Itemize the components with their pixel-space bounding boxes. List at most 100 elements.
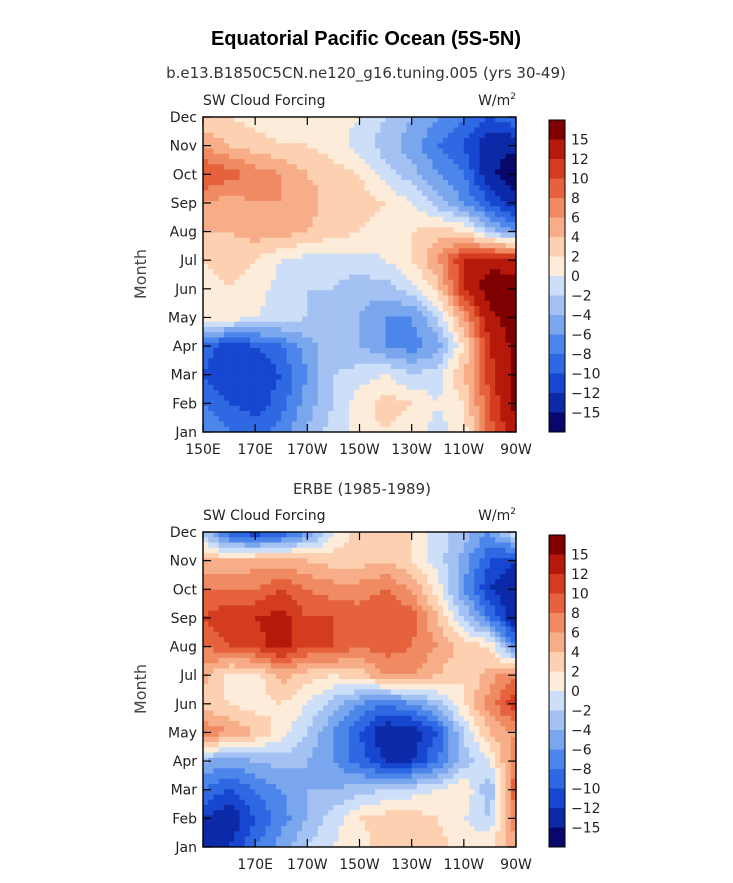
heatmap-cell — [265, 605, 272, 612]
heatmap-cell — [244, 321, 251, 328]
heatmap-cell — [296, 553, 303, 559]
heatmap-cell — [307, 148, 314, 155]
heatmap-cell — [474, 195, 481, 202]
heatmap-cell — [500, 122, 507, 129]
heatmap-cell — [458, 248, 465, 255]
heatmap-cell — [312, 574, 319, 580]
heatmap-cell — [281, 558, 288, 565]
heatmap-cell — [359, 216, 366, 223]
heatmap-cell — [203, 589, 209, 596]
heatmap-cell — [427, 222, 434, 228]
heatmap-cell — [463, 426, 470, 432]
heatmap-cell — [260, 568, 267, 575]
heatmap-cell — [474, 421, 481, 428]
heatmap-cell — [291, 164, 298, 171]
heatmap-cell — [432, 274, 439, 281]
heatmap-cell — [375, 185, 381, 192]
heatmap-cell — [223, 195, 230, 202]
heatmap-cell — [422, 379, 428, 386]
heatmap-cell — [281, 642, 288, 649]
heatmap-cell — [239, 642, 246, 649]
heatmap-cell — [489, 174, 496, 181]
heatmap-cell — [401, 563, 408, 570]
heatmap-cell — [453, 589, 460, 596]
heatmap-cell — [307, 117, 314, 123]
heatmap-cell — [448, 400, 454, 407]
heatmap-cell — [390, 384, 397, 391]
heatmap-cell — [369, 222, 376, 228]
heatmap-cell — [229, 342, 235, 349]
heatmap-cell — [422, 148, 428, 155]
heatmap-cell — [375, 143, 381, 150]
heatmap-cell — [312, 584, 319, 591]
heatmap-cell — [369, 306, 376, 312]
heatmap-cell — [495, 300, 501, 307]
heatmap-cell — [260, 132, 267, 139]
heatmap-cell — [448, 269, 454, 276]
heatmap-cell — [270, 243, 277, 249]
heatmap-cell — [213, 558, 220, 565]
heatmap-cell — [328, 195, 335, 202]
heatmap-cell — [401, 279, 408, 286]
heatmap-cell — [333, 159, 340, 165]
heatmap-cell — [265, 222, 272, 228]
heatmap-cell — [458, 264, 465, 270]
heatmap-cell — [249, 195, 256, 202]
heatmap-cell — [495, 122, 501, 129]
heatmap-cell — [203, 258, 209, 265]
heatmap-cell — [422, 416, 428, 423]
heatmap-cell — [458, 369, 465, 375]
heatmap-cell — [333, 426, 340, 432]
y-tick-label: Apr — [173, 339, 197, 355]
heatmap-cell — [469, 621, 475, 628]
heatmap-cell — [312, 542, 319, 549]
heatmap-cell — [208, 143, 215, 150]
heatmap-cell — [229, 232, 235, 239]
heatmap-cell — [453, 379, 460, 386]
heatmap-cell — [474, 637, 481, 643]
heatmap-cell — [270, 616, 277, 622]
heatmap-cell — [437, 295, 444, 302]
heatmap-cell — [343, 253, 350, 260]
heatmap-cell — [302, 547, 308, 554]
heatmap-cell — [463, 258, 470, 265]
heatmap-cell — [385, 216, 392, 223]
heatmap-cell — [234, 258, 241, 265]
heatmap-cell — [349, 374, 355, 381]
heatmap-cell — [208, 332, 215, 339]
heatmap-cell — [328, 395, 335, 402]
heatmap-cell — [484, 311, 491, 318]
heatmap-cell — [453, 416, 460, 423]
heatmap-cell — [453, 421, 460, 428]
heatmap-cell — [437, 610, 444, 617]
heatmap-cell — [213, 332, 220, 339]
heatmap-cell — [474, 117, 481, 123]
heatmap-cell — [453, 201, 460, 207]
heatmap-cell — [489, 342, 496, 349]
heatmap-cell — [495, 610, 501, 617]
heatmap-cell — [322, 631, 329, 638]
heatmap-cell — [463, 542, 470, 549]
heatmap-cell — [416, 258, 423, 265]
heatmap-cell — [208, 411, 215, 417]
heatmap-cell — [359, 122, 366, 129]
heatmap-cell — [349, 426, 355, 432]
heatmap-cell — [312, 595, 319, 601]
heatmap-cell — [505, 169, 512, 176]
heatmap-cell — [375, 631, 381, 638]
heatmap-cell — [432, 605, 439, 612]
heatmap-cell — [218, 306, 225, 312]
heatmap-cell — [208, 547, 215, 554]
heatmap-cell — [276, 589, 282, 596]
heatmap-cell — [265, 285, 272, 291]
heatmap-cell — [484, 232, 491, 239]
heatmap-cell — [385, 616, 392, 622]
heatmap-cell — [328, 295, 335, 302]
heatmap-cell — [229, 621, 235, 628]
heatmap-cell — [375, 532, 381, 538]
heatmap-cell — [442, 232, 449, 239]
heatmap-cell — [322, 390, 329, 396]
heatmap-cell — [442, 285, 449, 291]
heatmap-cell — [322, 195, 329, 202]
heatmap-cell — [265, 426, 272, 432]
